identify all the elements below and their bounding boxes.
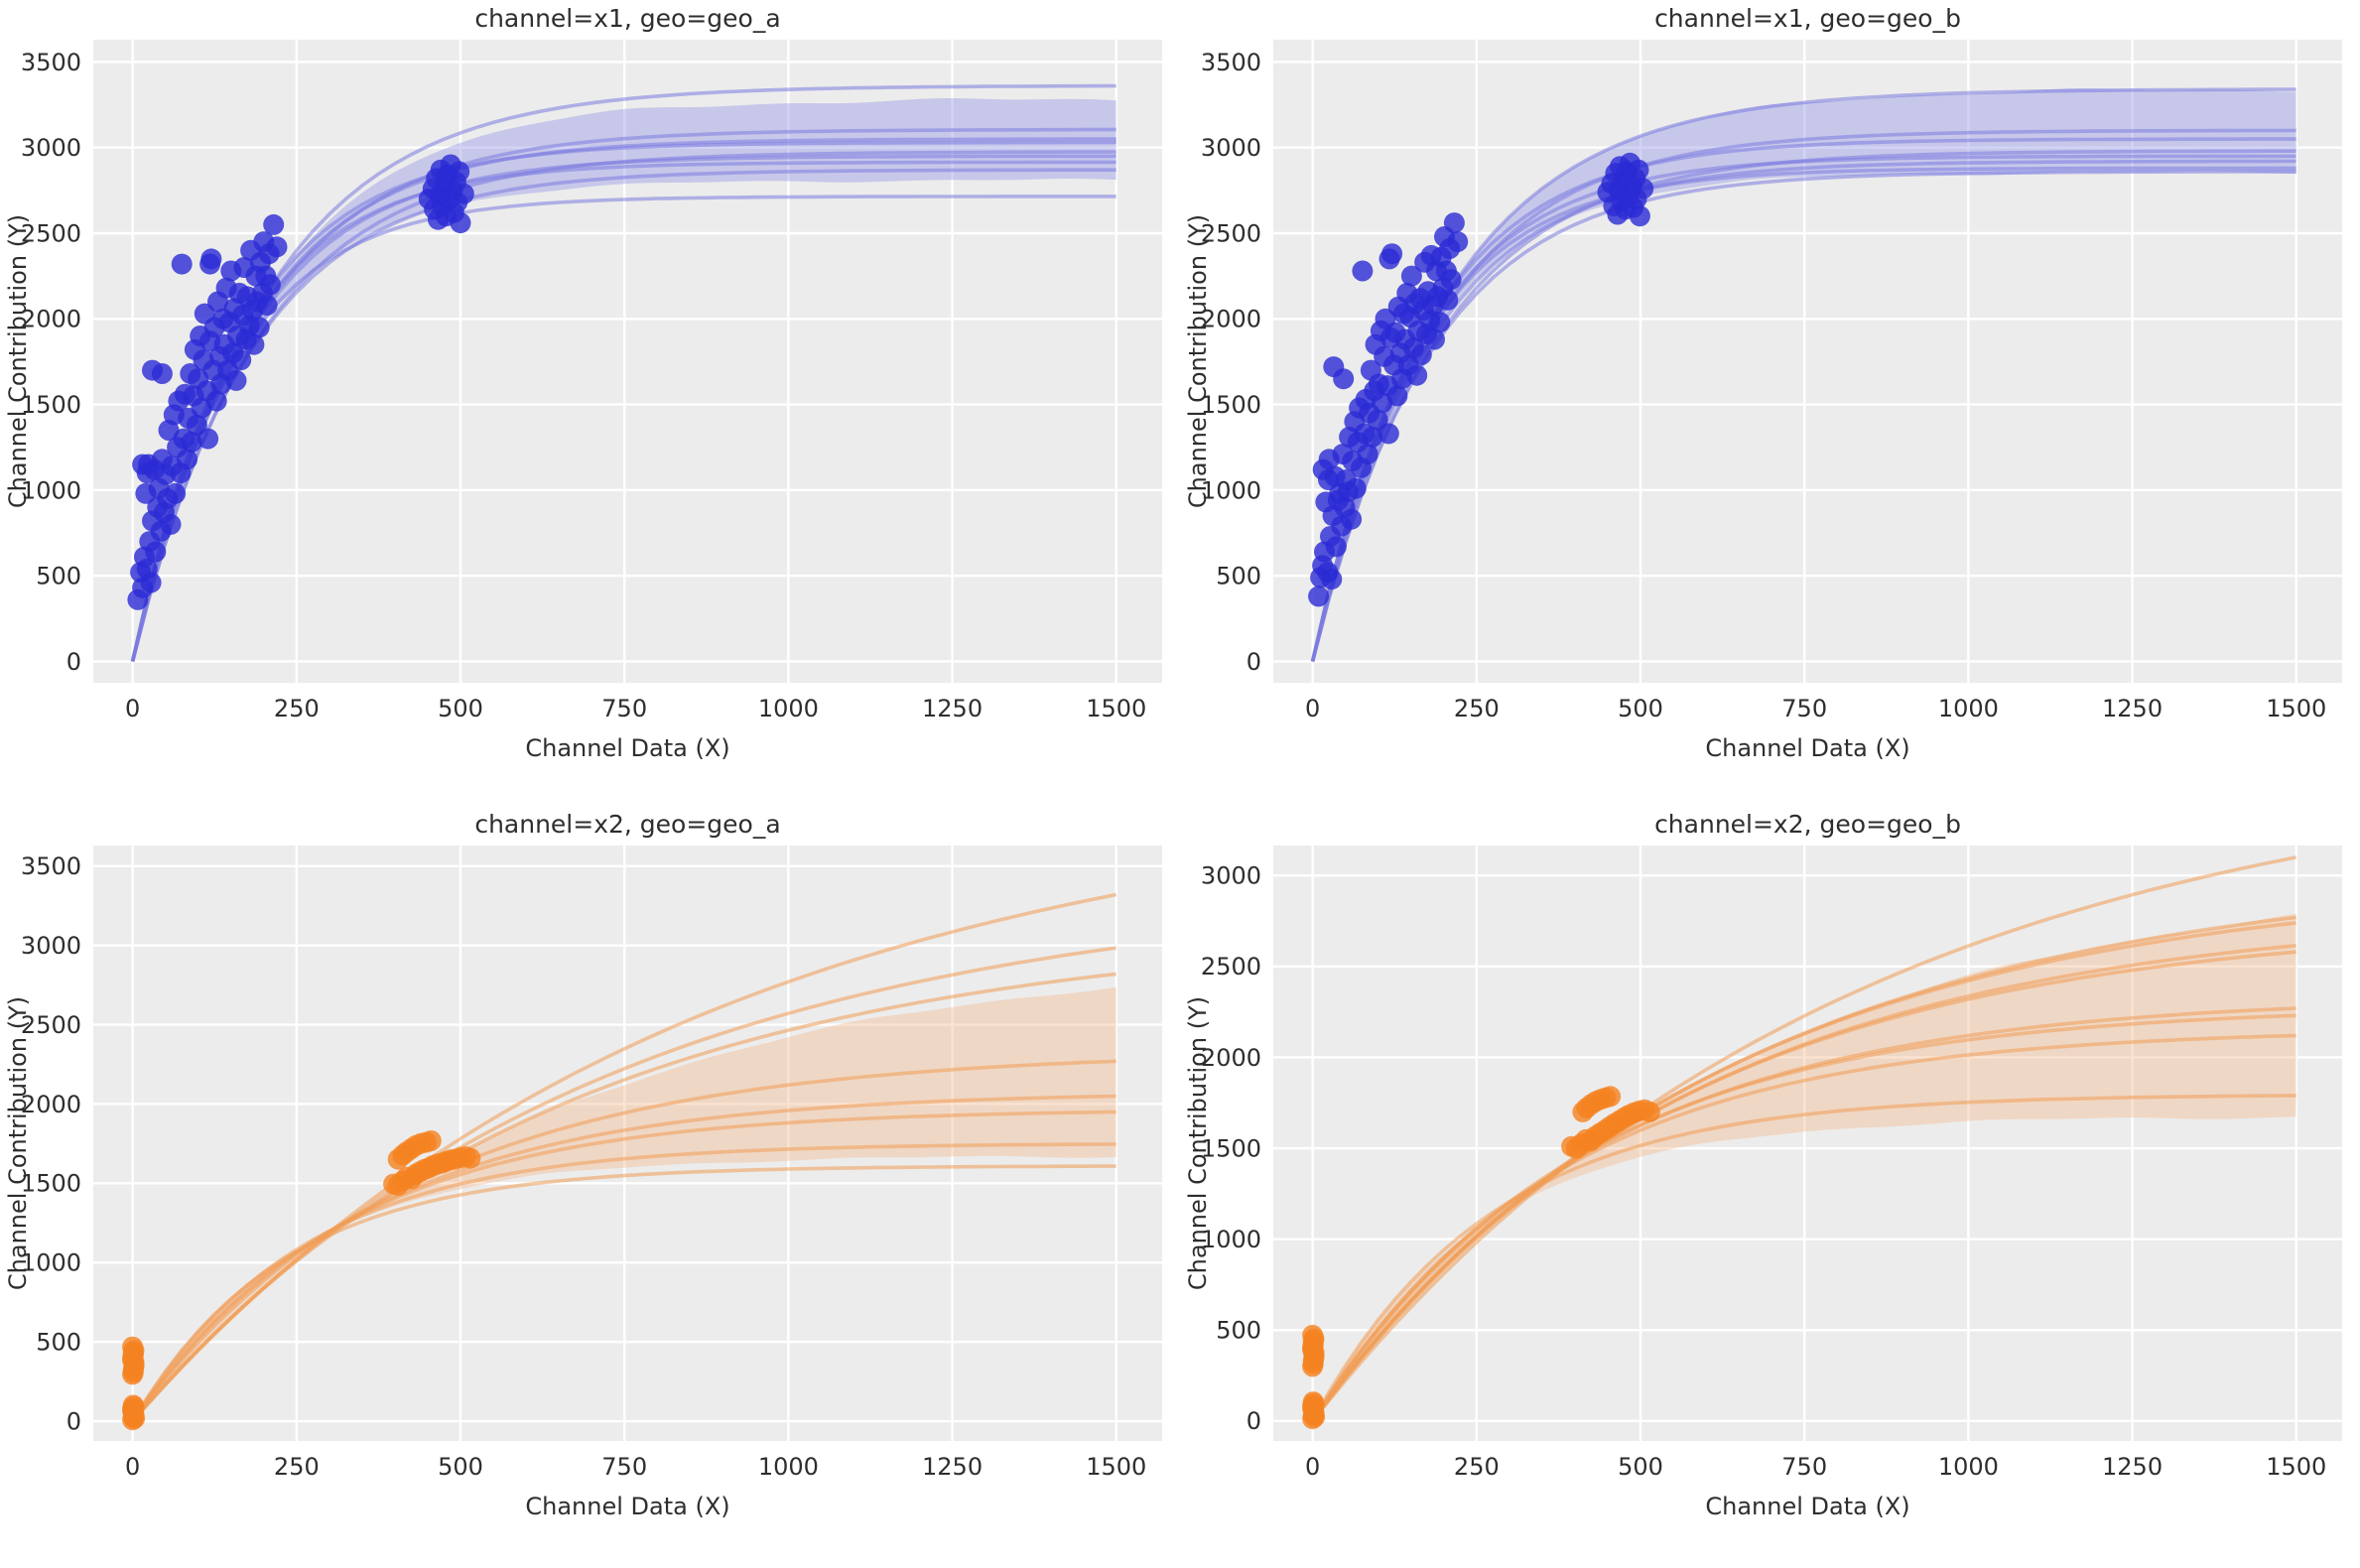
- svg-text:1500: 1500: [2266, 695, 2326, 722]
- svg-text:3500: 3500: [21, 852, 81, 880]
- svg-text:1250: 1250: [2102, 695, 2163, 722]
- svg-text:1000: 1000: [758, 695, 819, 722]
- svg-text:2000: 2000: [1201, 1044, 1261, 1072]
- svg-text:1000: 1000: [758, 1453, 819, 1481]
- svg-text:1500: 1500: [21, 1170, 81, 1198]
- uncertainty-band: [1312, 913, 2296, 1421]
- subplot-channel-x1-geo-a: channel=x1, geo=geo_a 0 250 500 750 1000 1250 1…: [0, 0, 1180, 784]
- svg-text:0: 0: [66, 1407, 81, 1435]
- subplot-svg-x1-geo-b: channel=x1, geo=geo_b 0 250 500 750 1000 1250 1…: [1184, 4, 2342, 762]
- svg-text:1500: 1500: [21, 391, 81, 419]
- uncertainty-band: [132, 986, 1116, 1421]
- svg-text:0: 0: [66, 648, 81, 676]
- svg-text:3000: 3000: [1201, 862, 1261, 890]
- y-axis-label: Channel Contribution (Y): [4, 214, 32, 508]
- svg-text:1000: 1000: [21, 476, 81, 504]
- subplot-svg-x1-geo-a: channel=x1, geo=geo_a 0 250 500 750 1000 1250 1…: [4, 4, 1162, 762]
- posterior-curves: [1311, 855, 2297, 1422]
- svg-text:1500: 1500: [1086, 695, 1146, 722]
- subplot-title: channel=x2, geo=geo_b: [1654, 810, 1961, 839]
- posterior-curves: [131, 892, 1117, 1423]
- svg-text:3500: 3500: [1201, 49, 1261, 76]
- svg-text:250: 250: [1454, 1453, 1500, 1481]
- svg-text:500: 500: [1216, 563, 1261, 590]
- subplot-title: channel=x1, geo=geo_a: [474, 4, 780, 33]
- subplot-channel-x2-geo-b: channel=x2, geo=geo_b 0 250 500 750 1000 1250 1…: [1180, 784, 2360, 1568]
- svg-text:2000: 2000: [21, 306, 81, 333]
- plot-background: [1273, 846, 2342, 1441]
- svg-text:0: 0: [1305, 695, 1320, 722]
- svg-text:2000: 2000: [1201, 306, 1261, 333]
- gridlines: [1273, 40, 2342, 683]
- subplot-svg-x2-geo-a: channel=x2, geo=geo_a 0 250 500 750 1000 1250 1…: [4, 810, 1162, 1520]
- tick-labels: 0 250 500 750 1000 1250 1500 0 500 1000 1500 2000 25…: [1201, 862, 2326, 1481]
- svg-text:1000: 1000: [1201, 1226, 1261, 1253]
- scatter-points: [127, 154, 474, 610]
- svg-text:250: 250: [274, 1453, 320, 1481]
- gridlines: [1273, 846, 2342, 1441]
- svg-text:0: 0: [1246, 1407, 1261, 1435]
- tick-labels: 0 250 500 750 1000 1250 1500 0 500 1000 1500 2000 25…: [1201, 49, 2326, 722]
- tick-labels: 0 250 500 750 1000 1250 1500 0 500 1000 1500 2000 25…: [21, 852, 1146, 1481]
- tick-labels: 0 250 500 750 1000 1250 1500 0 500 1000 1500 2000 25…: [21, 49, 1146, 722]
- svg-text:1250: 1250: [922, 1453, 983, 1481]
- svg-text:500: 500: [1216, 1317, 1261, 1345]
- svg-text:500: 500: [1618, 1453, 1663, 1481]
- scatter-points: [122, 1130, 481, 1431]
- subplot-title: channel=x2, geo=geo_a: [474, 810, 780, 839]
- svg-text:1000: 1000: [1938, 1453, 1999, 1481]
- svg-text:1500: 1500: [1201, 1134, 1261, 1162]
- x-axis-label: Channel Data (X): [1705, 734, 1909, 762]
- svg-text:0: 0: [1246, 648, 1261, 676]
- y-axis-label: Channel Contribution (Y): [1184, 996, 1212, 1290]
- posterior-curves: [1310, 87, 2296, 662]
- svg-text:750: 750: [601, 695, 647, 722]
- scatter-points: [1302, 1086, 1660, 1430]
- subplot-channel-x2-geo-a: channel=x2, geo=geo_a 0 250 500 750 1000 1250 1…: [0, 784, 1180, 1568]
- svg-text:2500: 2500: [21, 219, 81, 247]
- svg-text:3000: 3000: [1201, 134, 1261, 162]
- svg-text:2500: 2500: [1201, 219, 1261, 247]
- y-axis-label: Channel Contribution (Y): [4, 996, 32, 1290]
- svg-text:2000: 2000: [21, 1091, 81, 1118]
- svg-text:500: 500: [438, 695, 483, 722]
- uncertainty-band: [1312, 88, 2296, 662]
- svg-text:0: 0: [125, 1453, 140, 1481]
- subplot-channel-x1-geo-b: channel=x1, geo=geo_b 0 250 500 750 1000 1250 1…: [1180, 0, 2360, 784]
- svg-text:500: 500: [1618, 695, 1663, 722]
- svg-text:750: 750: [1781, 695, 1827, 722]
- scatter-points: [1308, 152, 1654, 607]
- svg-text:0: 0: [125, 695, 140, 722]
- gridlines: [93, 846, 1162, 1441]
- subplot-svg-x2-geo-b: channel=x2, geo=geo_b 0 250 500 750 1000 1250 1…: [1184, 810, 2342, 1520]
- subplot-title: channel=x1, geo=geo_b: [1654, 4, 1961, 33]
- y-axis-label: Channel Contribution (Y): [1184, 214, 1212, 508]
- svg-text:500: 500: [36, 1329, 81, 1357]
- svg-text:2500: 2500: [21, 1011, 81, 1039]
- svg-text:0: 0: [1305, 1453, 1320, 1481]
- svg-text:1250: 1250: [922, 695, 983, 722]
- svg-text:3000: 3000: [21, 932, 81, 960]
- x-axis-label: Channel Data (X): [1705, 1493, 1909, 1520]
- svg-text:3500: 3500: [21, 49, 81, 76]
- posterior-curves: [130, 83, 1116, 662]
- svg-text:1500: 1500: [2266, 1453, 2326, 1481]
- svg-text:750: 750: [1781, 1453, 1827, 1481]
- x-axis-label: Channel Data (X): [525, 1493, 729, 1520]
- svg-text:750: 750: [601, 1453, 647, 1481]
- svg-text:1250: 1250: [2102, 1453, 2163, 1481]
- svg-text:250: 250: [1454, 695, 1500, 722]
- svg-text:3000: 3000: [21, 134, 81, 162]
- svg-text:1500: 1500: [1086, 1453, 1146, 1481]
- svg-text:1500: 1500: [1201, 391, 1261, 419]
- svg-text:500: 500: [438, 1453, 483, 1481]
- x-axis-label: Channel Data (X): [525, 734, 729, 762]
- svg-text:1000: 1000: [21, 1249, 81, 1277]
- svg-text:1000: 1000: [1201, 476, 1261, 504]
- svg-text:2500: 2500: [1201, 953, 1261, 980]
- svg-text:1000: 1000: [1938, 695, 1999, 722]
- svg-text:500: 500: [36, 563, 81, 590]
- svg-text:250: 250: [274, 695, 320, 722]
